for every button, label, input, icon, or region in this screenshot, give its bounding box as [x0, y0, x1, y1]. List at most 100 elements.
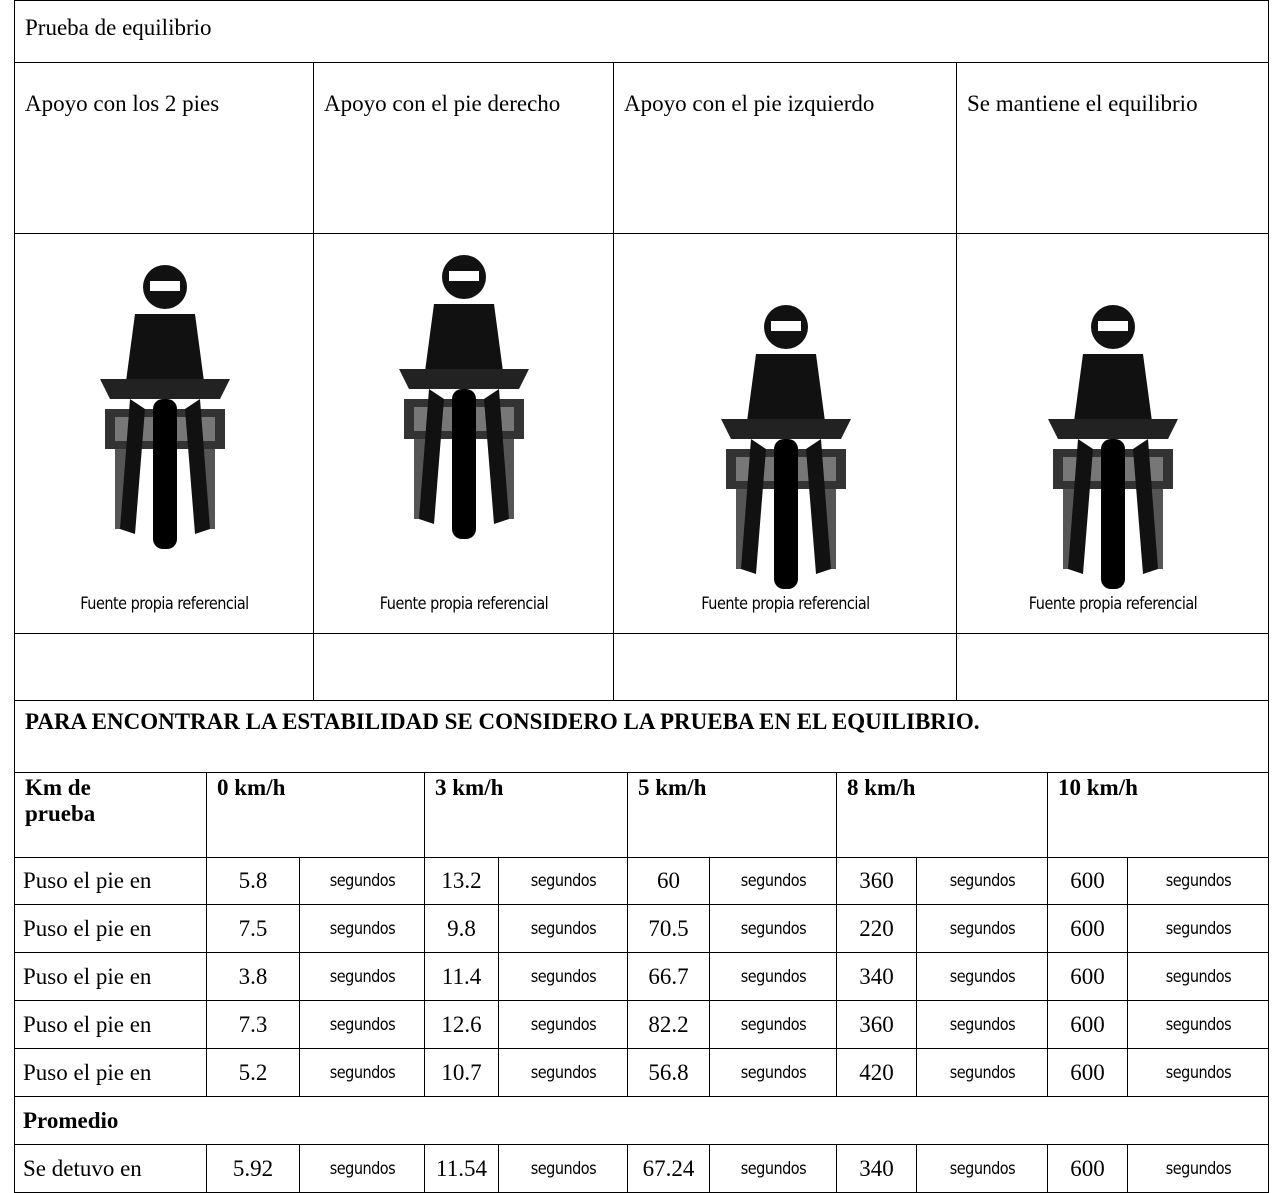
unit: segundos: [329, 871, 395, 891]
header-cell: Apoyo con los 2 pies: [14, 62, 314, 234]
image-caption: Fuente propia referencial: [1028, 594, 1198, 614]
value-cell: segundos: [709, 1000, 837, 1049]
value-cell: segundos: [709, 857, 837, 905]
row-label-cell: Puso el pie en: [14, 904, 207, 953]
value-cell: 360: [836, 1000, 917, 1049]
empty-cell: [613, 633, 957, 701]
value: 11.54: [436, 1155, 487, 1181]
value-cell: segundos: [916, 857, 1048, 905]
value-cell: segundos: [1127, 1144, 1269, 1193]
value: 7.5: [238, 915, 268, 941]
value-cell: segundos: [498, 1048, 628, 1097]
value: 600: [1070, 1155, 1105, 1181]
value-cell: segundos: [916, 904, 1048, 953]
value-cell: 600: [1047, 904, 1128, 953]
empty-cell: [313, 633, 614, 701]
value-cell: segundos: [916, 1144, 1048, 1193]
unit: segundos: [740, 966, 806, 987]
value: 340: [859, 1155, 894, 1181]
table-header-cell: 0 km/h: [206, 772, 425, 858]
value: 600: [1070, 868, 1105, 893]
value-cell: 66.7: [627, 952, 710, 1001]
value-cell: 60: [627, 857, 710, 905]
value-cell: segundos: [299, 1000, 425, 1049]
value-cell: segundos: [299, 1144, 425, 1193]
value-cell: segundos: [299, 857, 425, 905]
table-header: 3 km/h: [435, 775, 504, 800]
value: 5.8: [238, 868, 268, 893]
value: 340: [859, 963, 894, 989]
value-cell: segundos: [498, 904, 628, 953]
value: 82.2: [648, 1011, 689, 1037]
value: 7.3: [238, 1011, 268, 1037]
value-cell: 340: [836, 952, 917, 1001]
unit: segundos: [329, 1014, 395, 1035]
value-cell: 7.3: [206, 1000, 300, 1049]
value: 5.2: [238, 1059, 268, 1085]
unit: segundos: [740, 918, 806, 939]
value-cell: 7.5: [206, 904, 300, 953]
image-caption: Fuente propia referencial: [80, 594, 249, 614]
value-cell: segundos: [498, 1000, 628, 1049]
value-cell: 340: [836, 1144, 917, 1193]
unit: segundos: [949, 1014, 1015, 1035]
row-label-cell: Se detuvo en: [14, 1144, 207, 1193]
table-header-cell: 8 km/h: [836, 772, 1048, 858]
value: 5.92: [232, 1155, 274, 1181]
unit: segundos: [740, 1014, 806, 1035]
unit: segundos: [740, 1062, 806, 1083]
table-header: Km de prueba: [25, 775, 96, 826]
table-header-cell: 10 km/h: [1047, 772, 1269, 858]
value: 12.6: [441, 1011, 482, 1037]
value-cell: 11.54: [424, 1144, 499, 1193]
average-label-cell: Promedio: [14, 1096, 1269, 1145]
unit: segundos: [949, 1158, 1015, 1179]
rider-icon: [399, 255, 529, 539]
value-cell: segundos: [1127, 904, 1269, 953]
value: 600: [1070, 963, 1105, 989]
value-cell: segundos: [299, 904, 425, 953]
value-cell: segundos: [916, 1048, 1048, 1097]
image-cell: Fuente propia referencial: [956, 233, 1269, 634]
value: 13.2: [441, 868, 482, 893]
table-header: 8 km/h: [847, 775, 916, 800]
header-cell: Apoyo con el pie izquierdo: [613, 62, 957, 234]
table-header: 10 km/h: [1058, 775, 1138, 800]
column-header: Apoyo con el pie izquierdo: [624, 91, 875, 116]
row-label: Puso el pie en: [23, 915, 152, 941]
empty-cell: [14, 633, 314, 701]
value-cell: segundos: [1127, 1000, 1269, 1049]
unit: segundos: [329, 918, 395, 939]
value-cell: 9.8: [424, 904, 499, 953]
value: 10.7: [441, 1059, 482, 1085]
row-label-cell: Puso el pie en: [14, 1000, 207, 1049]
value-cell: 10.7: [424, 1048, 499, 1097]
value-cell: segundos: [709, 904, 837, 953]
value-cell: segundos: [916, 952, 1048, 1001]
value-cell: 600: [1047, 857, 1128, 905]
unit: segundos: [530, 966, 596, 987]
value-cell: 600: [1047, 952, 1128, 1001]
value-cell: 5.2: [206, 1048, 300, 1097]
value: 11.4: [441, 963, 482, 989]
value-cell: segundos: [709, 1144, 837, 1193]
value-cell: 13.2: [424, 857, 499, 905]
row-label: Se detuvo en: [23, 1155, 142, 1181]
image-cell: Fuente propia referencial: [14, 233, 314, 634]
row-label-cell: Puso el pie en: [14, 857, 207, 905]
unit: segundos: [530, 1158, 596, 1179]
unit: segundos: [530, 871, 596, 891]
rider-icon: [99, 265, 230, 549]
image-cell: Fuente propia referencial: [613, 233, 957, 634]
row-label-cell: Puso el pie en: [14, 1048, 207, 1097]
unit: segundos: [949, 966, 1015, 987]
value: 67.24: [642, 1155, 695, 1181]
value-cell: 12.6: [424, 1000, 499, 1049]
unit: segundos: [740, 1158, 806, 1179]
value-cell: 220: [836, 904, 917, 953]
value: 420: [859, 1059, 894, 1085]
average-label: Promedio: [23, 1107, 119, 1133]
row-label: Puso el pie en: [23, 1059, 152, 1085]
rider-icon: [720, 305, 851, 589]
